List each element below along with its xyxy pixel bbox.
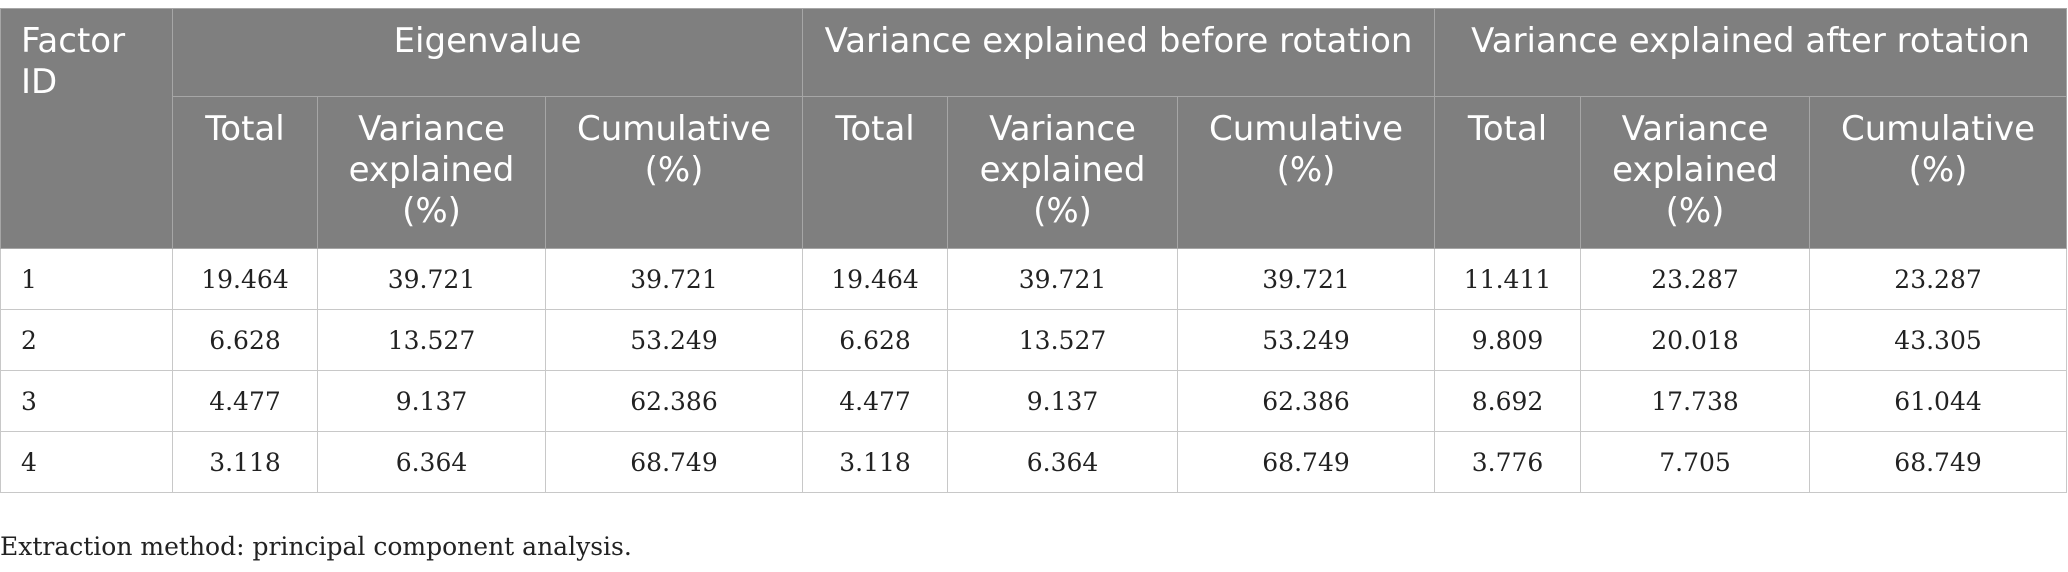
header-variance-explained: Variance explained (%) bbox=[947, 96, 1179, 249]
table-cell: 11.411 bbox=[1434, 248, 1582, 310]
table-row: 4 3.118 6.364 68.749 3.118 6.364 68.749 … bbox=[0, 431, 2068, 493]
table-cell: 19.464 bbox=[802, 248, 949, 310]
table-cell: 6.364 bbox=[947, 431, 1179, 493]
table-footnote: Extraction method: principal component a… bbox=[0, 532, 632, 561]
header-total: Total bbox=[1434, 96, 1582, 249]
factor-id-cell: 1 bbox=[0, 248, 173, 310]
table-cell: 62.386 bbox=[544, 370, 804, 432]
table-cell: 4.477 bbox=[802, 370, 949, 432]
table-cell: 3.776 bbox=[1434, 431, 1582, 493]
table-cell: 39.721 bbox=[947, 248, 1179, 310]
table-cell: 53.249 bbox=[544, 309, 804, 371]
table-cell: 13.527 bbox=[317, 309, 546, 371]
table-cell: 17.738 bbox=[1580, 370, 1811, 432]
table-cell: 3.118 bbox=[802, 431, 949, 493]
table-cell: 23.287 bbox=[1809, 248, 2068, 310]
table-row: 2 6.628 13.527 53.249 6.628 13.527 53.24… bbox=[0, 309, 2068, 371]
table-cell: 43.305 bbox=[1809, 309, 2068, 371]
factor-id-cell: 3 bbox=[0, 370, 173, 432]
header-cumulative: Cumulative (%) bbox=[544, 96, 804, 249]
header-cumulative: Cumulative (%) bbox=[1809, 96, 2068, 249]
table-cell: 7.705 bbox=[1580, 431, 1811, 493]
header-variance-explained: Variance explained (%) bbox=[317, 96, 546, 249]
table-cell: 68.749 bbox=[1177, 431, 1436, 493]
header-row-subcolumns: Total Variance explained (%) Cumulative … bbox=[1, 96, 2068, 249]
header-factor-id: Factor ID bbox=[0, 8, 173, 249]
table-cell: 68.749 bbox=[544, 431, 804, 493]
header-total: Total bbox=[802, 96, 949, 249]
header-group-after-rotation: Variance explained after rotation bbox=[1434, 8, 2068, 97]
header-cumulative: Cumulative (%) bbox=[1177, 96, 1436, 249]
table-cell: 9.809 bbox=[1434, 309, 1582, 371]
header-group-eigenvalue: Eigenvalue bbox=[171, 8, 804, 97]
header-variance-explained: Variance explained (%) bbox=[1580, 96, 1811, 249]
table-row: 3 4.477 9.137 62.386 4.477 9.137 62.386 … bbox=[0, 370, 2068, 432]
table-cell: 68.749 bbox=[1809, 431, 2068, 493]
table-header: Factor ID Eigenvalue Variance explained … bbox=[0, 8, 2068, 249]
factor-analysis-table: Factor ID Eigenvalue Variance explained … bbox=[0, 8, 2068, 493]
table-cell: 62.386 bbox=[1177, 370, 1436, 432]
header-total: Total bbox=[172, 96, 318, 249]
table-cell: 13.527 bbox=[947, 309, 1179, 371]
table-cell: 39.721 bbox=[544, 248, 804, 310]
table-cell: 61.044 bbox=[1809, 370, 2068, 432]
factor-id-cell: 4 bbox=[0, 431, 173, 493]
table-cell: 9.137 bbox=[317, 370, 546, 432]
table-cell: 39.721 bbox=[1177, 248, 1436, 310]
factor-id-cell: 2 bbox=[0, 309, 173, 371]
table-cell: 8.692 bbox=[1434, 370, 1582, 432]
table-cell: 39.721 bbox=[317, 248, 546, 310]
table-cell: 6.628 bbox=[802, 309, 949, 371]
table-cell: 6.364 bbox=[317, 431, 546, 493]
table-cell: 3.118 bbox=[172, 431, 318, 493]
table-cell: 9.137 bbox=[947, 370, 1179, 432]
header-group-before-rotation: Variance explained before rotation bbox=[802, 8, 1436, 97]
table-cell: 23.287 bbox=[1580, 248, 1811, 310]
table-cell: 20.018 bbox=[1580, 309, 1811, 371]
table-cell: 4.477 bbox=[172, 370, 318, 432]
table-body: 1 19.464 39.721 39.721 19.464 39.721 39.… bbox=[0, 248, 2068, 493]
table-row: 1 19.464 39.721 39.721 19.464 39.721 39.… bbox=[0, 248, 2068, 310]
table-cell: 19.464 bbox=[172, 248, 318, 310]
table-cell: 53.249 bbox=[1177, 309, 1436, 371]
header-row-groups: Factor ID Eigenvalue Variance explained … bbox=[0, 8, 2068, 249]
table-cell: 6.628 bbox=[172, 309, 318, 371]
